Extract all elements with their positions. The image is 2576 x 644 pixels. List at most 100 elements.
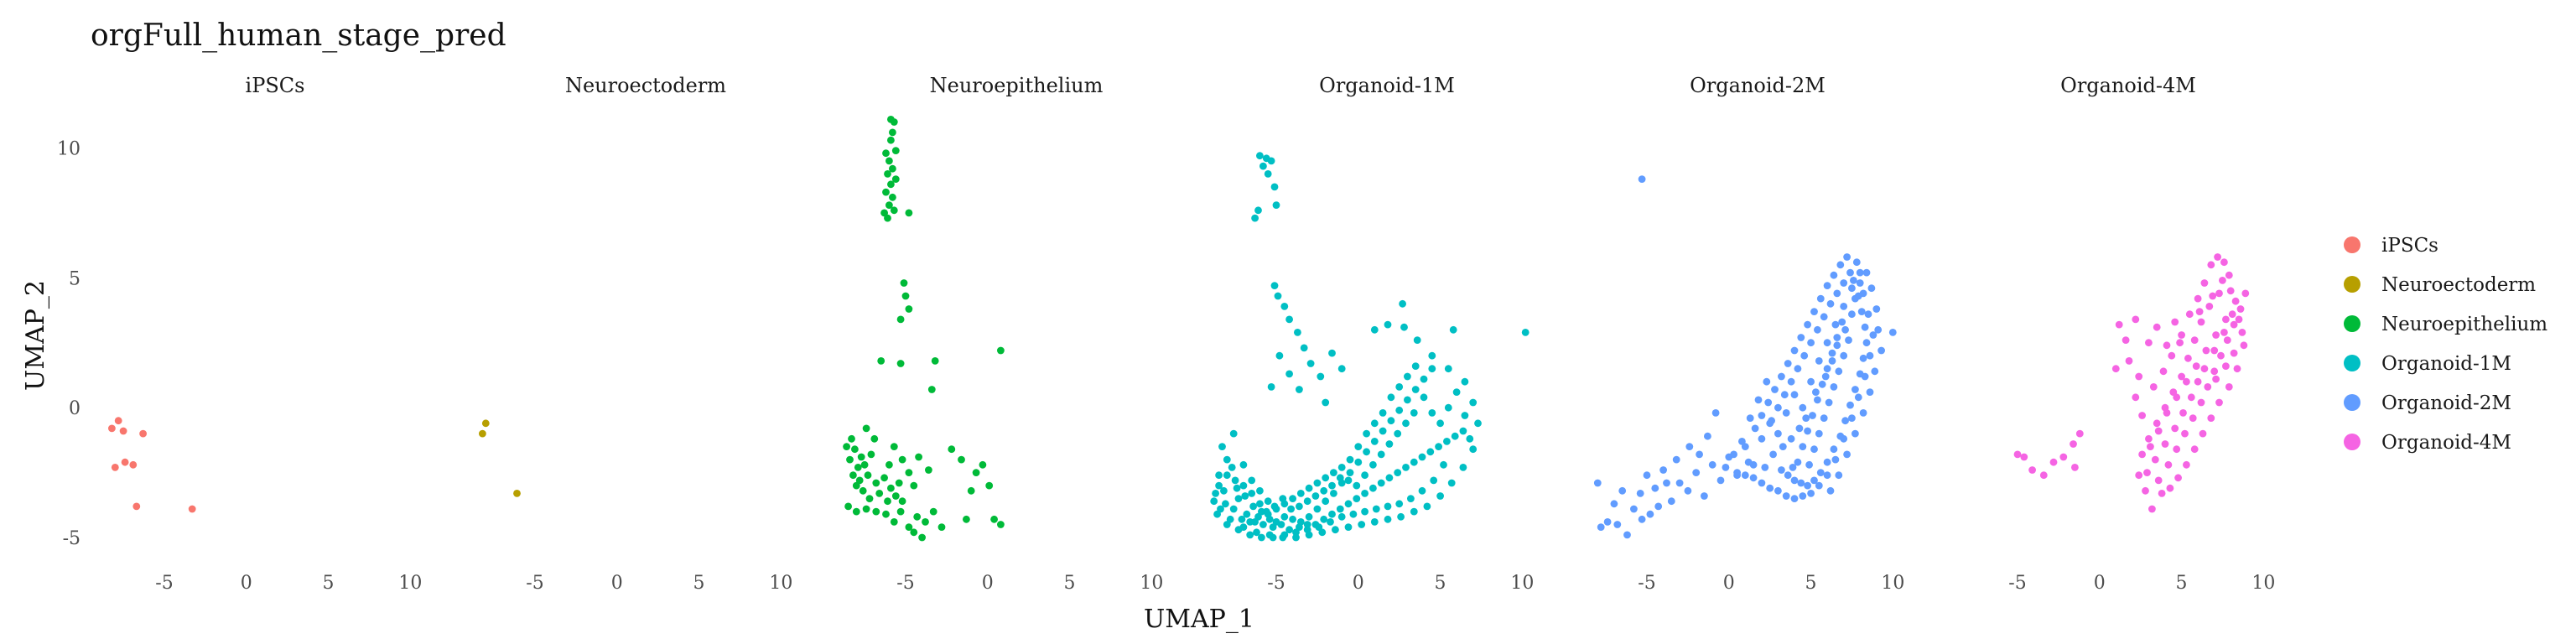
data-point-organoid-2m (1746, 414, 1754, 422)
data-point-neuroepithelium (979, 460, 987, 469)
data-point-organoid-1m (1410, 409, 1418, 417)
data-point-organoid-2m (1722, 464, 1730, 471)
data-point-organoid-4m (2217, 351, 2225, 360)
data-point-organoid-4m (2194, 294, 2202, 303)
data-point-organoid-2m (1799, 443, 1807, 450)
data-point-organoid-1m (1469, 398, 1478, 407)
data-point-organoid-2m (1840, 351, 1848, 360)
data-point-organoid-4m (2194, 377, 2202, 386)
data-point-ipscs (111, 464, 119, 471)
data-point-neuroepithelium (895, 479, 903, 487)
data-point-organoid-1m (1294, 329, 1301, 336)
data-point-organoid-1m (1239, 481, 1248, 490)
data-point-organoid-4m (2225, 271, 2233, 279)
data-point-organoid-2m (1823, 339, 1831, 347)
data-point-organoid-2m (1603, 518, 1612, 526)
data-point-organoid-2m (1638, 175, 1646, 184)
data-point-organoid-2m (1774, 403, 1782, 412)
data-point-neuroepithelium (882, 149, 890, 158)
data-point-organoid-4m (2171, 318, 2179, 326)
data-point-organoid-2m (1638, 515, 1646, 523)
data-point-organoid-1m (1218, 443, 1226, 450)
data-point-ipscs (121, 458, 129, 466)
data-point-organoid-1m (1320, 486, 1328, 495)
data-point-organoid-1m (1344, 476, 1353, 485)
data-point-organoid-2m (1784, 471, 1792, 480)
data-point-organoid-1m (1264, 497, 1272, 506)
data-point-organoid-4m (2230, 349, 2238, 357)
data-point-organoid-1m (1306, 360, 1315, 367)
x-tick-label: 0 (2094, 573, 2106, 594)
data-point-organoid-1m (1426, 448, 1435, 456)
data-point-organoid-1m (1444, 365, 1452, 373)
data-point-organoid-1m (1303, 521, 1311, 528)
data-point-organoid-1m (1411, 362, 1420, 370)
data-point-organoid-1m (1285, 526, 1293, 534)
data-point-organoid-4m (2135, 471, 2143, 480)
facet-label-neuroectoderm: Neuroectoderm (565, 74, 726, 97)
data-point-organoid-2m (1826, 486, 1835, 495)
data-point-organoid-1m (1264, 170, 1272, 178)
data-point-organoid-2m (1856, 370, 1864, 378)
data-point-organoid-4m (2028, 466, 2037, 474)
data-point-organoid-2m (1836, 261, 1845, 269)
data-point-organoid-2m (1741, 471, 1749, 480)
data-point-organoid-1m (1238, 515, 1246, 523)
facet-panel-neuroepithelium: Neuroepithelium -5 0 5 10 (843, 74, 1163, 594)
data-point-organoid-2m (1771, 386, 1779, 393)
data-point-organoid-2m (1749, 474, 1758, 482)
data-point-organoid-1m (1379, 409, 1387, 417)
data-point-organoid-1m (1411, 386, 1420, 393)
legend-key-organoid-2m (2344, 394, 2360, 411)
data-point-organoid-1m (1474, 419, 1482, 428)
data-point-neuroepithelium (997, 346, 1005, 355)
data-point-neuroepithelium (889, 164, 896, 173)
data-point-neuroepithelium (891, 147, 900, 155)
data-point-organoid-1m (1289, 495, 1296, 502)
data-point-organoid-2m (1826, 299, 1835, 308)
legend-key-neuroepithelium (2344, 315, 2360, 332)
data-point-neuroepithelium (910, 481, 918, 490)
data-point-organoid-4m (2143, 469, 2151, 476)
data-point-organoid-2m (1744, 458, 1753, 466)
facet-panel-organoid-1m: Organoid-1M -5 0 5 10 (1210, 74, 1534, 594)
data-point-organoid-4m (2236, 305, 2245, 313)
data-point-neuroepithelium (870, 434, 879, 443)
data-point-organoid-2m (1833, 341, 1841, 350)
data-point-organoid-1m (1256, 152, 1264, 160)
data-point-organoid-1m (1248, 490, 1256, 497)
data-point-organoid-2m (1716, 476, 1725, 485)
data-point-organoid-1m (1418, 486, 1426, 495)
data-point-organoid-1m (1337, 512, 1346, 521)
data-point-organoid-1m (1346, 455, 1354, 464)
data-point-organoid-1m (1469, 445, 1478, 454)
data-point-organoid-2m (1766, 484, 1774, 492)
data-point-organoid-1m (1332, 526, 1339, 534)
data-point-organoid-2m (1815, 429, 1823, 438)
data-point-organoid-4m (2195, 308, 2204, 315)
data-point-organoid-1m (1303, 526, 1311, 534)
data-point-organoid-2m (1810, 445, 1818, 454)
data-point-organoid-1m (1234, 526, 1243, 534)
x-tick-label: -5 (1638, 573, 1655, 594)
data-point-neuroepithelium (864, 471, 872, 480)
data-point-organoid-2m (1818, 380, 1826, 388)
data-point-organoid-1m (1423, 502, 1431, 511)
data-point-organoid-2m (1861, 323, 1869, 331)
data-point-organoid-2m (1794, 458, 1802, 466)
data-point-organoid-4m (2075, 429, 2084, 438)
data-point-organoid-1m (1372, 505, 1380, 513)
data-point-organoid-2m (1790, 391, 1799, 399)
data-point-organoid-1m (1361, 490, 1368, 497)
data-point-organoid-1m (1461, 377, 1469, 386)
data-point-organoid-2m (1799, 403, 1807, 412)
data-point-neuroepithelium (875, 490, 884, 497)
data-point-organoid-2m (1708, 460, 1716, 469)
data-point-organoid-2m (1869, 331, 1877, 339)
data-point-organoid-4m (2159, 367, 2168, 376)
data-point-organoid-4m (2174, 474, 2183, 482)
data-point-organoid-4m (2070, 440, 2077, 448)
data-point-organoid-2m (1845, 336, 1852, 344)
data-point-organoid-2m (1810, 308, 1818, 315)
data-point-organoid-2m (1831, 320, 1840, 329)
